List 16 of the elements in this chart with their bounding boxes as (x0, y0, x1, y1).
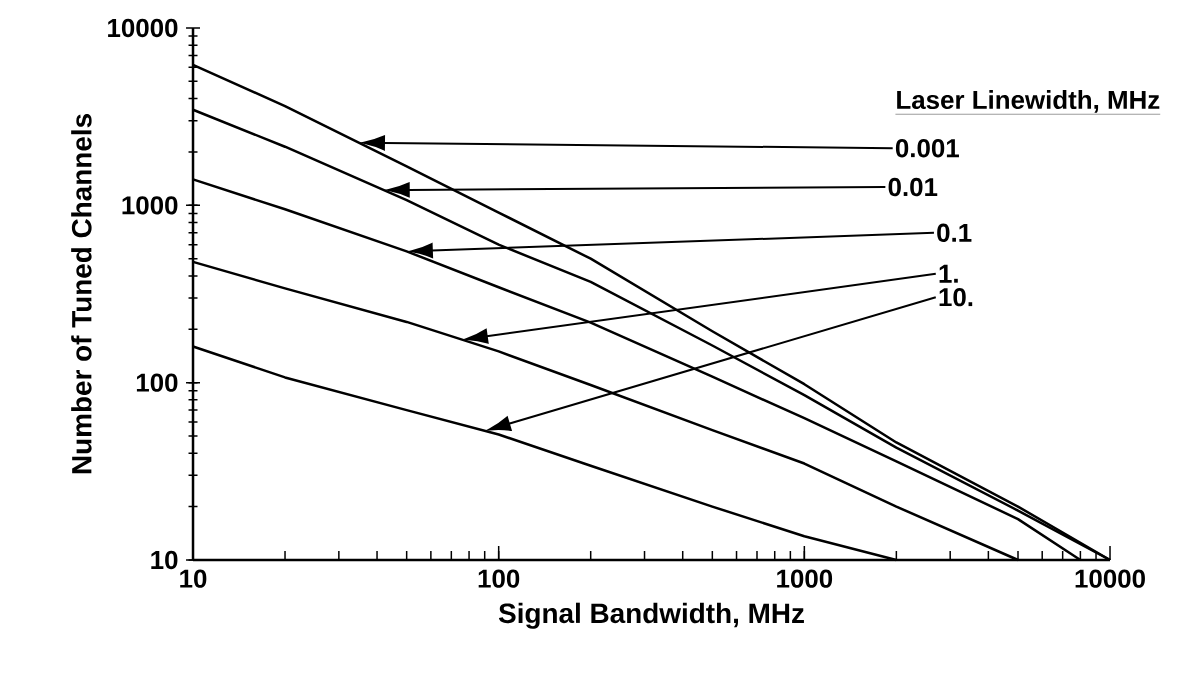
y-tick-label: 10 (151, 550, 178, 570)
y-tick-label: 1000 (122, 196, 178, 215)
annotation: 1. (939, 264, 958, 283)
x-tick-label: 10000 (1075, 569, 1145, 588)
legend-title: Laser Linewidth, MHz (897, 90, 1160, 113)
y-axis-title: Number of Tuned Channels (71, 114, 92, 474)
y-tick-label: 100 (136, 373, 178, 392)
annotation: 0.1 (937, 223, 972, 242)
y-tick-label: 10000 (108, 18, 178, 38)
x-axis-title: Signal Bandwidth, MHz (498, 602, 804, 629)
x-tick-label: 10 (180, 569, 207, 588)
x-tick-label: 1000 (777, 569, 833, 588)
x-tick-label: 100 (478, 569, 520, 588)
annotation: 0.01 (888, 177, 938, 197)
annotation: 0.001 (895, 139, 959, 158)
annotation: 10. (939, 288, 973, 307)
